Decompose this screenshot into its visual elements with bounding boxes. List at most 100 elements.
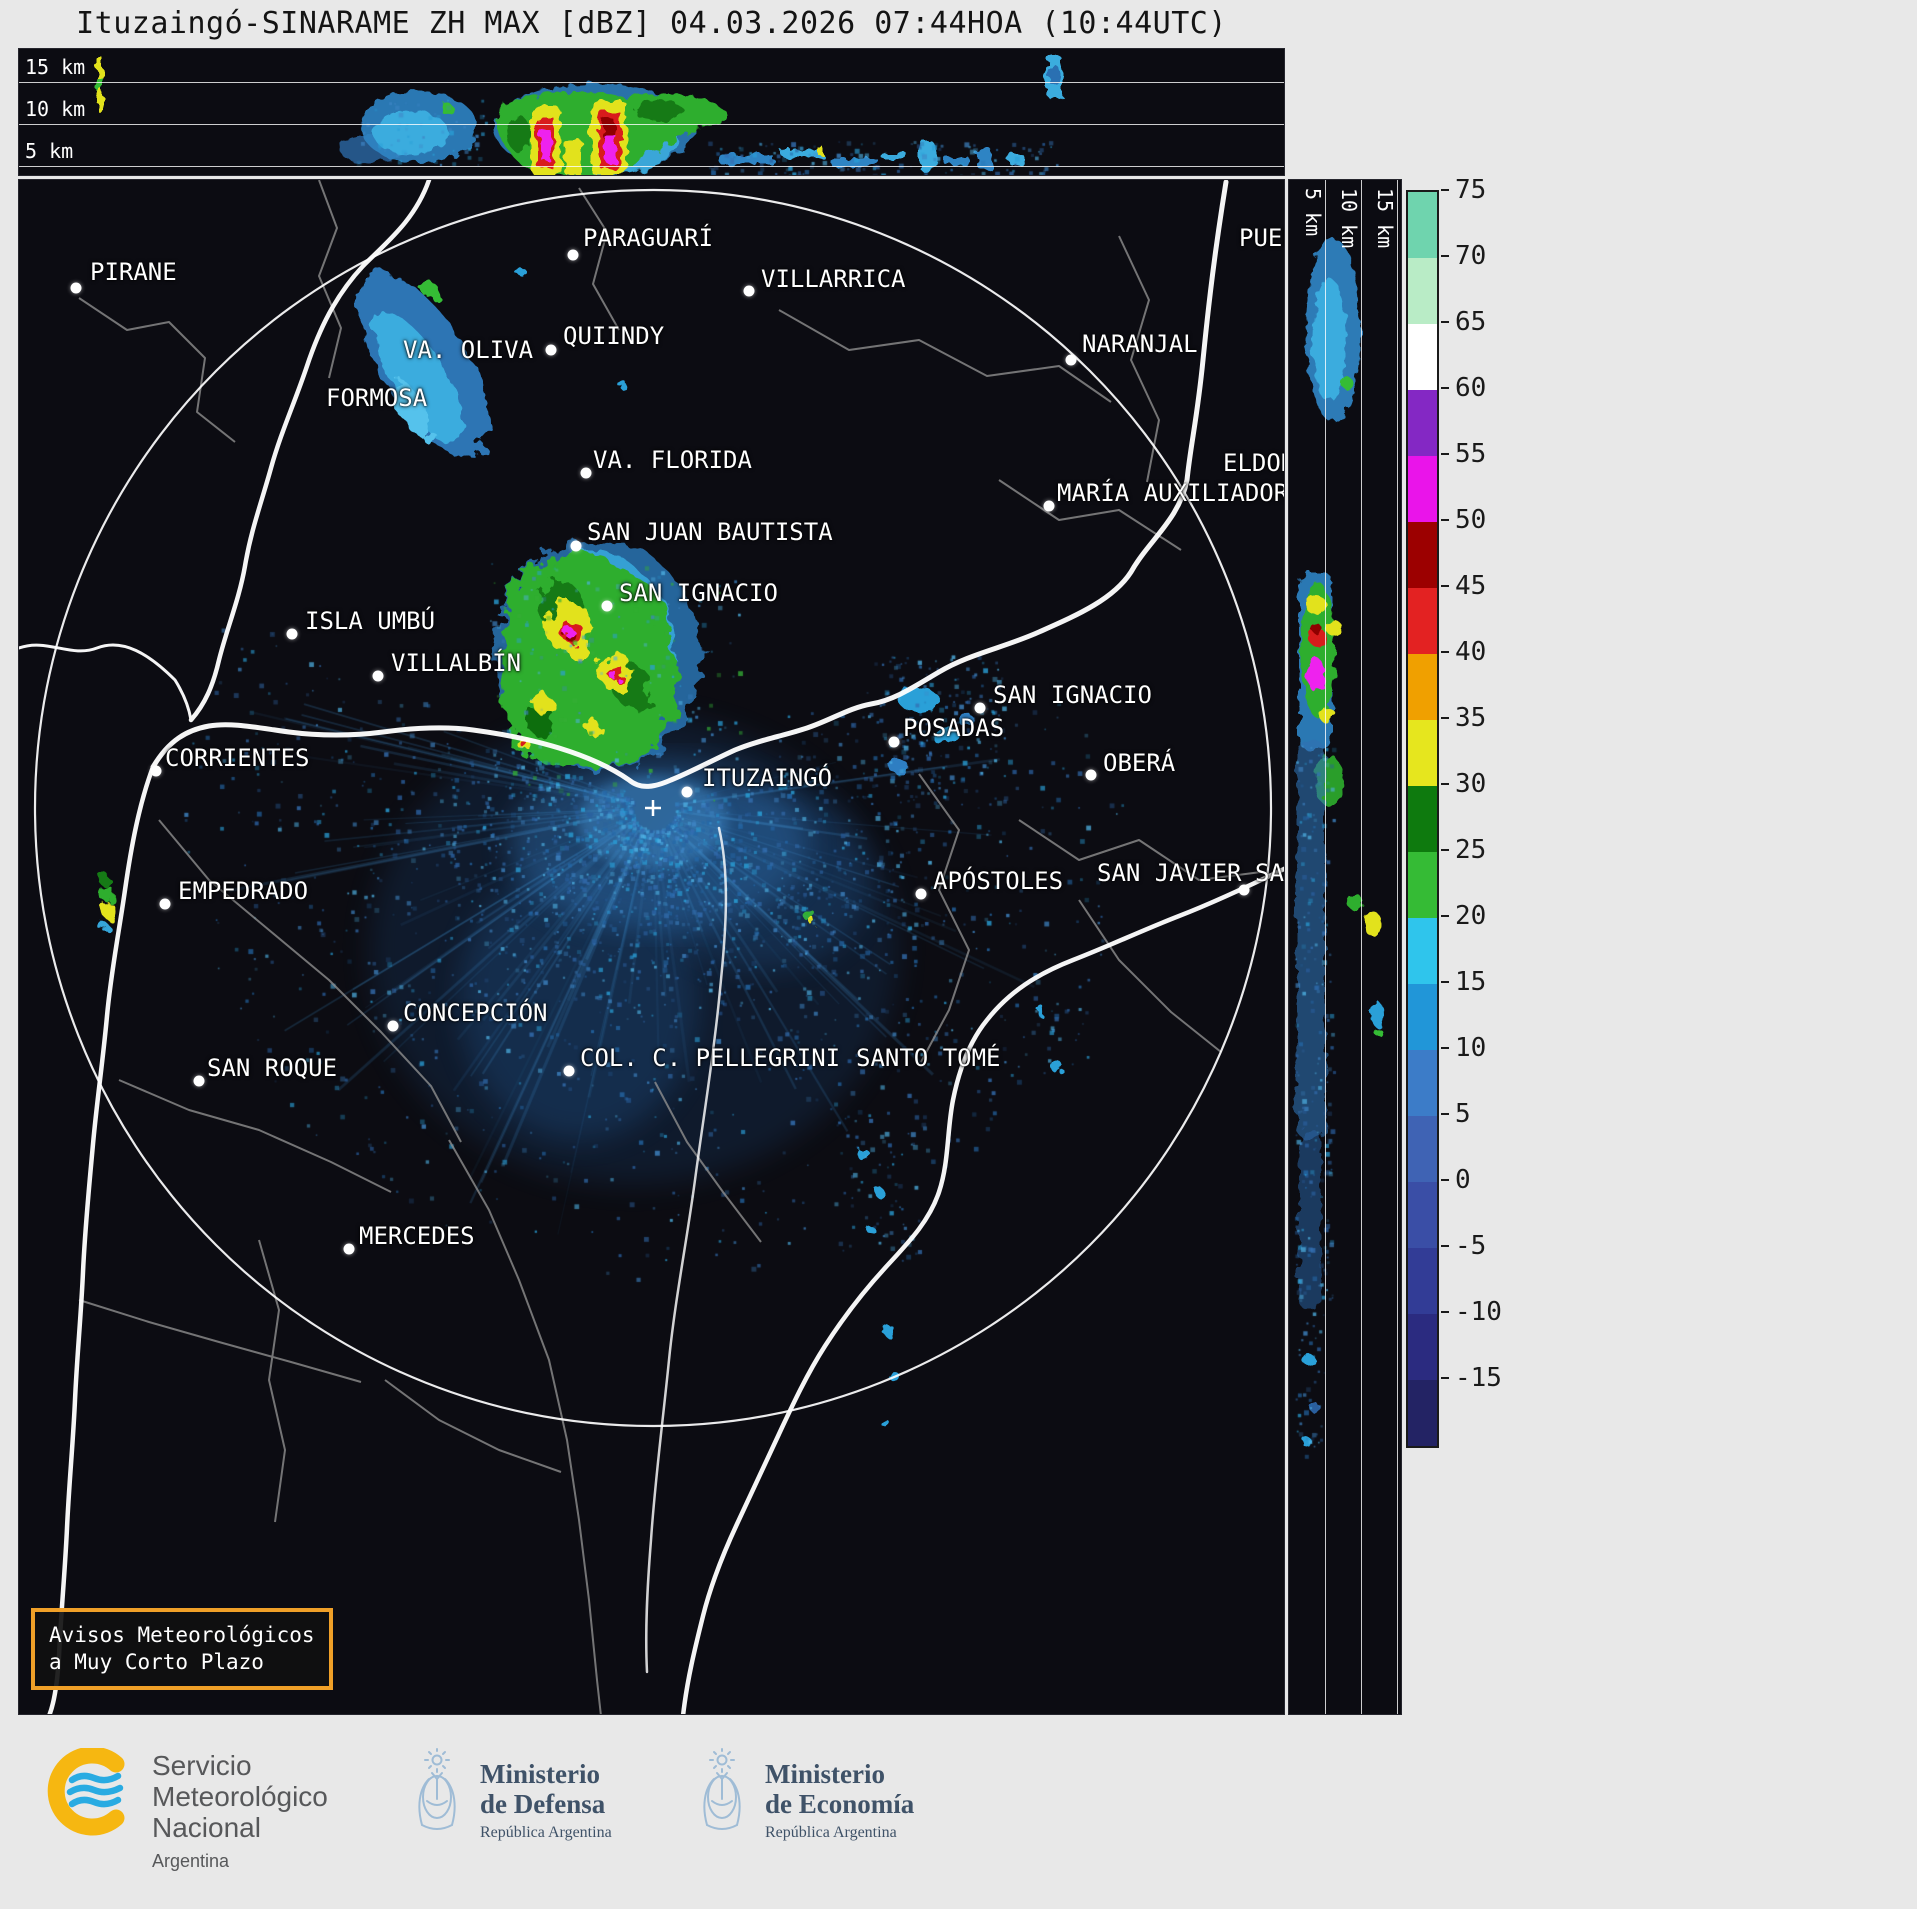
colorbar-tick-mark [1441,1179,1449,1181]
city-label: ISLA UMBÚ [305,607,436,635]
city-label: CORRIENTES [165,744,310,772]
colorbar-segment [1408,588,1437,654]
city-label-layer: PIRANE PUERTO RICO PARAGUARÍ VILLARRICA … [19,180,1284,1714]
ministry-line: de Defensa [480,1789,606,1819]
right-profile-speckle-canvas [1289,180,1401,1714]
altitude-label-15km: 15 km [1373,188,1397,249]
city-dot [915,888,927,900]
admin-borders [78,180,1262,1714]
city-label: QUIINDY [563,322,665,350]
city-label: VA. OLIVA [403,336,534,364]
colorbar-segment [1408,456,1437,522]
economia-brand: Ministerio de Economía República Argenti… [695,1747,914,1842]
city-dot [580,467,592,479]
radar-map[interactable]: PIRANE PUERTO RICO PARAGUARÍ VILLARRICA … [18,179,1285,1715]
vertical-profile-right: 5 km 10 km 15 km [1288,179,1402,1715]
city-label: PARAGUARÍ [583,224,714,252]
colorbar-tick-label: -15 [1455,1363,1502,1393]
city-label: SAN IGNACIO [619,579,778,607]
city-label: ITUZAINGÓ [702,764,833,792]
defensa-name: Ministerio de Defensa República Argentin… [480,1747,612,1842]
city-dot [193,1075,205,1087]
colorbar-tick-mark [1441,1047,1449,1049]
city-dot [387,1020,399,1032]
colorbar-segment [1408,720,1437,786]
city-dot [974,702,986,714]
city-dot [150,765,162,777]
colorbar-tick-mark [1441,783,1449,785]
altitude-label-10km: 10 km [25,97,86,121]
vertical-profile-top: 15 km 10 km 5 km [18,48,1285,176]
city-dot [286,628,298,640]
colorbar-tick-label: 20 [1455,901,1487,931]
city-label: EMPEDRADO [178,877,309,905]
city-label: SAI [1255,859,1284,887]
colorbar-segment [1408,1050,1437,1116]
altitude-grid-line [19,166,1284,167]
colorbar-segment [1408,324,1437,390]
coat-of-arms-icon [703,1748,741,1830]
warning-box[interactable]: Avisos Meteorológicos a Muy Corto Plazo [31,1608,333,1690]
ministry-sub: República Argentina [765,1824,897,1841]
colorbar-tick-mark [1441,651,1449,653]
colorbar-segment [1408,1314,1437,1380]
colorbar-segment [1408,654,1437,720]
ministry-line: Ministerio [480,1759,600,1789]
colorbar-tick-mark [1441,189,1449,191]
colorbar-tick-label: 10 [1455,1033,1487,1063]
colorbar-tick-label: 35 [1455,703,1487,733]
city-label: COL. C. PELLEGRINI [580,1044,841,1072]
city-label: SAN IGNACIO [993,681,1152,709]
colorbar-segment [1408,1116,1437,1182]
warning-line-1: Avisos Meteorológicos [49,1623,315,1647]
ministry-sub: República Argentina [480,1824,612,1841]
altitude-grid-line [1397,180,1398,1714]
city-label: SAN ROQUE [207,1054,338,1082]
city-dot [159,898,171,910]
altitude-label-10km: 10 km [1337,188,1361,249]
footer-logos: Servicio Meteorológico Nacional Argentin… [0,1715,1917,1909]
colorbar-segment [1408,192,1437,258]
colorbar-tick-mark [1441,915,1449,917]
city-dot [681,786,693,798]
colorbar-tick-label: 15 [1455,967,1487,997]
city-dot [743,285,755,297]
city-dot [601,600,613,612]
smn-name-line: Nacional [152,1812,261,1843]
colorbar-tick-mark [1441,1113,1449,1115]
colorbar-tick-mark [1441,981,1449,983]
colorbar-tick-label: 30 [1455,769,1487,799]
city-label: SAN JAVIER [1097,859,1242,887]
altitude-label-15km: 15 km [25,55,86,79]
economia-name: Ministerio de Economía República Argenti… [765,1747,914,1842]
altitude-grid-line [19,82,1284,83]
colorbar-tick-label: 65 [1455,307,1487,337]
altitude-grid-line [19,124,1284,125]
city-label: VILLARRICA [761,265,906,293]
city-dot [1043,500,1055,512]
city-label: APÓSTOLES [933,867,1064,895]
colorbar-tick-label: 50 [1455,505,1487,535]
colorbar-tick-label: 45 [1455,571,1487,601]
colorbar-tick-mark [1441,1245,1449,1247]
product-title: Ituzaingó-SINARAME ZH MAX [dBZ] 04.03.20… [76,6,1227,41]
city-dot [888,736,900,748]
smn-brand: Servicio Meteorológico Nacional Argentin… [42,1748,328,1877]
smn-country: Argentina [152,1851,230,1871]
altitude-label-5km: 5 km [1301,188,1325,237]
geography-layer [19,180,1284,1714]
colorbar-tick-mark [1441,1377,1449,1379]
coat-of-arms-icon [418,1748,456,1830]
colorbar-tick-mark [1441,387,1449,389]
colorbar-segment [1408,390,1437,456]
city-dot [545,344,557,356]
colorbar-tick-mark [1441,1311,1449,1313]
city-dot [567,249,579,261]
colorbar-tick-label: 25 [1455,835,1487,865]
colorbar-tick-label: 55 [1455,439,1487,469]
city-label: PUERTO RICO [1239,224,1284,252]
city-dot [1085,769,1097,781]
colorbar-tick-mark [1441,717,1449,719]
colorbar-tick-label: 40 [1455,637,1487,667]
